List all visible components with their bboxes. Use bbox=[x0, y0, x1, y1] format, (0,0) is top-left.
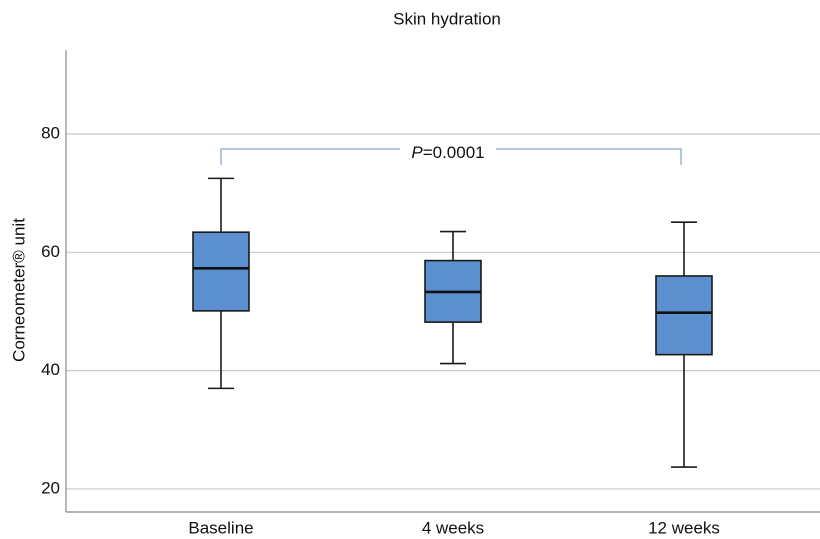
x-tick-label: 12 weeks bbox=[648, 518, 720, 537]
y-tick-label: 80 bbox=[41, 123, 60, 142]
bracket bbox=[496, 148, 682, 165]
x-tick-label: Baseline bbox=[188, 518, 253, 537]
y-tick-label: 20 bbox=[41, 478, 60, 497]
bracket bbox=[220, 148, 400, 165]
box bbox=[192, 231, 250, 312]
annotation-value: =0.0001 bbox=[423, 143, 485, 162]
y-axis-label: Corneometer® unit bbox=[9, 218, 28, 362]
annotation: P=0.0001 bbox=[411, 143, 484, 162]
y-tick-label: 40 bbox=[41, 360, 60, 379]
annotation-p: P bbox=[411, 143, 423, 162]
y-tick-label: 60 bbox=[41, 242, 60, 261]
chart-title: Skin hydration bbox=[393, 9, 501, 28]
x-tick-label: 4 weeks bbox=[422, 518, 484, 537]
box bbox=[655, 275, 713, 356]
